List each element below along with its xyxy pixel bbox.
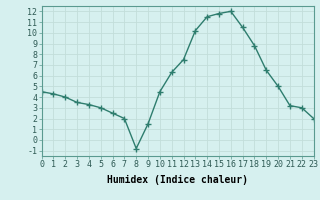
- X-axis label: Humidex (Indice chaleur): Humidex (Indice chaleur): [107, 175, 248, 185]
